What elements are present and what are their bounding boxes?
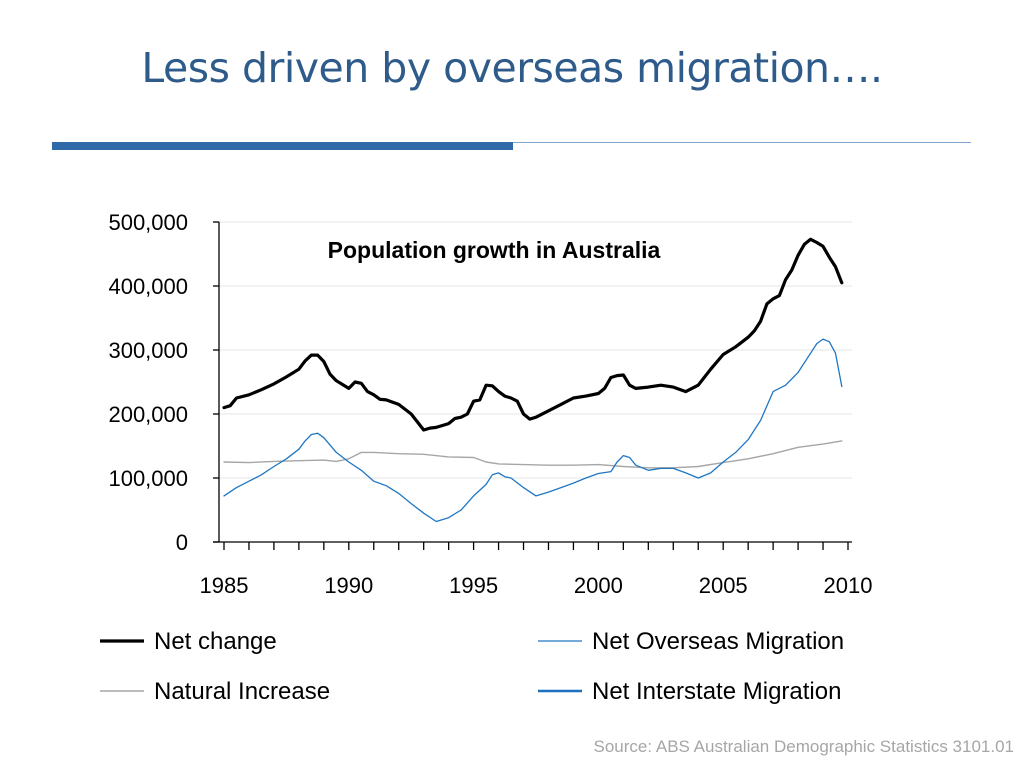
legend-item-natural-increase: Natural Increase xyxy=(100,678,330,705)
legend-item-net-interstate-migration: Net Interstate Migration xyxy=(538,678,841,705)
series-line-net-overseas-migration xyxy=(223,338,843,523)
x-tick-label: 2005 xyxy=(699,573,748,598)
legend-label: Natural Increase xyxy=(154,678,330,705)
x-axis: 1985 1990 1995 2000 2005 2010 xyxy=(200,541,873,598)
legend-label: Net Overseas Migration xyxy=(592,628,844,655)
series-line-natural-increase xyxy=(223,440,843,469)
series-layer xyxy=(222,237,844,523)
legend: Net change Net Overseas Migration Natural … xyxy=(100,628,844,705)
y-tick-label: 0 xyxy=(176,530,188,555)
title-accent-rule xyxy=(52,142,513,150)
x-tick-label: 1985 xyxy=(200,573,249,598)
source-note: Source: ABS Australian Demographic Stati… xyxy=(593,737,1014,756)
legend-label: Net Interstate Migration xyxy=(592,678,841,705)
y-tick-label: 500,000 xyxy=(108,210,188,235)
x-tick-label: 2000 xyxy=(574,573,623,598)
x-tick-label: 1990 xyxy=(324,573,373,598)
y-tick-label: 200,000 xyxy=(108,402,188,427)
chart-title: Population growth in Australia xyxy=(328,237,661,263)
title-thin-rule xyxy=(513,142,971,143)
series-line-net-change xyxy=(222,237,844,432)
legend-label: Net change xyxy=(154,628,277,655)
legend-item-net-change: Net change xyxy=(100,628,277,655)
slide-title: Less driven by overseas migration…. xyxy=(141,44,883,92)
x-tick-label: 1995 xyxy=(449,573,498,598)
y-tick-label: 400,000 xyxy=(108,274,188,299)
y-tick-label: 300,000 xyxy=(108,338,188,363)
y-axis: 0 100,000 200,000 300,000 400,000 500,000 xyxy=(108,210,220,555)
x-tick-label: 2010 xyxy=(824,573,873,598)
y-tick-label: 100,000 xyxy=(108,466,188,491)
legend-item-net-overseas-migration: Net Overseas Migration xyxy=(538,628,844,655)
gridlines xyxy=(219,221,852,479)
